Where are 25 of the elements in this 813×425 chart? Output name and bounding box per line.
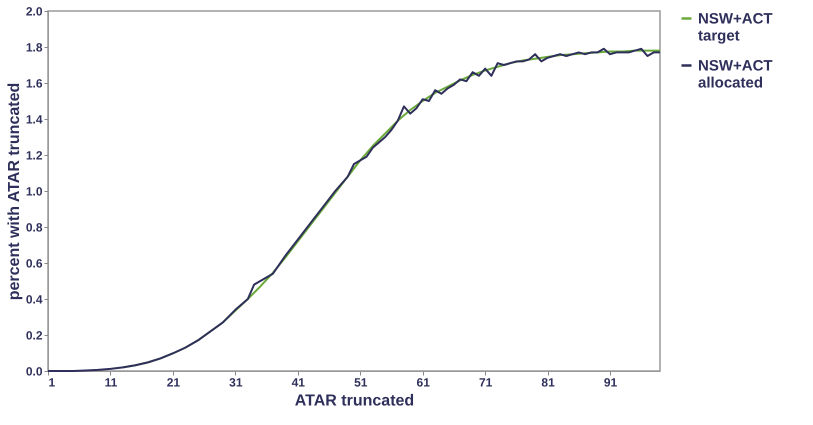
x-tick-label: 41 <box>292 376 306 390</box>
y-tick-label: 1.0 <box>26 184 43 198</box>
x-tick-label: 11 <box>104 376 118 390</box>
x-tick-label: 61 <box>416 376 430 390</box>
y-tick-label: 0.8 <box>26 220 43 234</box>
x-axis-title: ATAR truncated <box>294 392 414 410</box>
x-tick-label: 71 <box>478 376 493 390</box>
y-tick-label: 1.8 <box>26 40 43 54</box>
y-tick-label: 0.0 <box>26 364 43 378</box>
legend-label: NSW+ACT target <box>698 10 773 44</box>
y-tick-label: 1.4 <box>26 112 43 126</box>
x-tick-label: 51 <box>354 376 368 390</box>
legend-label: NSW+ACT allocated <box>698 58 773 92</box>
y-tick-label: 0.6 <box>26 256 43 270</box>
y-tick-label: 1.2 <box>26 148 43 162</box>
y-tick-label: 0.2 <box>26 328 43 342</box>
x-tick-label: 31 <box>229 376 243 390</box>
x-tick-label: 21 <box>166 376 180 390</box>
y-axis-title: percent with ATAR truncated <box>6 82 23 300</box>
y-tick-label: 0.4 <box>26 292 43 306</box>
x-tick-label: 91 <box>604 376 618 390</box>
y-tick-label: 2.0 <box>26 4 43 18</box>
x-tick-label: 81 <box>541 376 556 390</box>
x-tick-label: 1 <box>48 376 56 390</box>
y-tick-label: 1.6 <box>26 76 43 90</box>
